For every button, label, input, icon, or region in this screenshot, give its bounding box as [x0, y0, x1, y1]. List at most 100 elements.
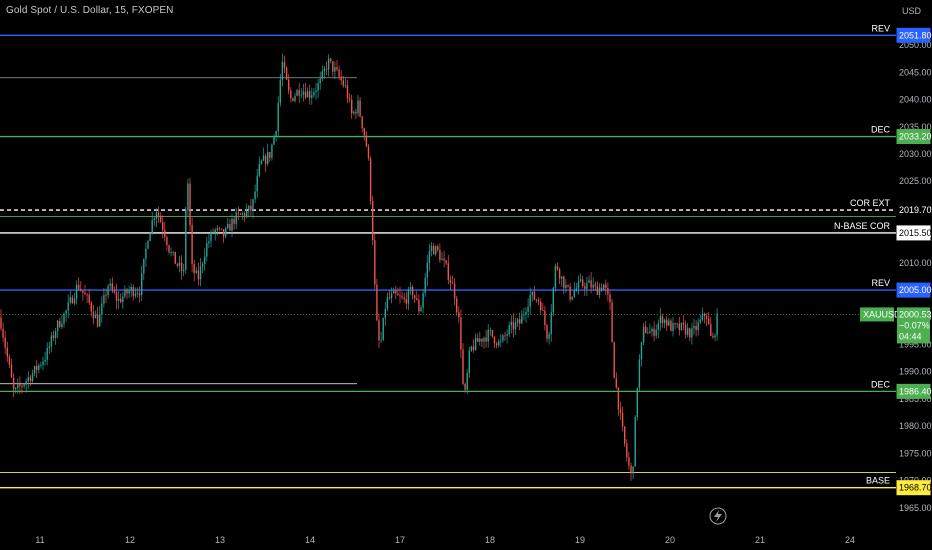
candle — [8, 354, 11, 368]
candle — [661, 313, 664, 328]
candle — [222, 229, 225, 243]
candle — [582, 275, 584, 289]
candle — [603, 283, 605, 291]
candle — [321, 65, 323, 82]
candle — [443, 250, 445, 268]
candle — [15, 386, 17, 394]
candle — [168, 244, 170, 255]
time-axis: 11 12 13 14 17 18 19 20 21 24 — [35, 535, 855, 545]
x-tick-label: 13 — [215, 535, 225, 545]
candle — [185, 206, 187, 275]
candle — [138, 286, 141, 303]
candle — [607, 282, 609, 301]
candle — [17, 378, 19, 394]
candle — [382, 317, 384, 341]
candle — [359, 97, 361, 118]
x-tick-label: 21 — [755, 535, 765, 545]
candle — [540, 298, 542, 314]
candle — [269, 151, 271, 162]
level-label-4: REV — [871, 278, 890, 288]
candle — [143, 258, 145, 281]
candle — [634, 415, 636, 467]
candle — [617, 387, 620, 416]
candle — [241, 211, 244, 220]
candle — [355, 108, 357, 119]
candle — [657, 319, 659, 339]
level-label-5: DEC — [871, 379, 891, 389]
x-tick-label: 12 — [125, 535, 135, 545]
candle — [441, 252, 443, 261]
candle — [512, 313, 515, 338]
candle — [424, 273, 426, 297]
candle — [65, 309, 67, 322]
replay-icon[interactable] — [709, 507, 727, 525]
candle — [630, 462, 632, 481]
candle — [103, 288, 105, 308]
candle — [50, 331, 53, 353]
candle — [122, 291, 124, 309]
candle — [449, 275, 452, 291]
candle — [447, 254, 449, 285]
candle — [367, 144, 370, 161]
y-tick-label: 2030.00 — [899, 149, 932, 159]
candle — [109, 278, 111, 290]
candle — [338, 65, 340, 80]
candle — [659, 307, 662, 331]
candle — [147, 240, 149, 250]
candle — [418, 294, 420, 315]
candle — [225, 226, 227, 239]
candle — [233, 215, 235, 230]
candle — [510, 315, 512, 334]
candle — [218, 227, 221, 232]
candle — [206, 237, 208, 262]
candle — [84, 284, 86, 295]
svg-text:04:44: 04:44 — [899, 331, 922, 341]
candle — [319, 71, 321, 90]
y-tick-label: 1995.00 — [899, 340, 932, 350]
candle — [714, 333, 716, 342]
candle — [330, 58, 332, 64]
price-badge-4: 2005.00 — [896, 282, 932, 298]
candle — [432, 243, 435, 255]
candle — [78, 277, 80, 291]
candle — [80, 281, 82, 292]
candle — [191, 217, 193, 273]
candle — [588, 275, 590, 283]
candle — [710, 317, 712, 336]
candle — [111, 277, 113, 294]
svg-text:2019.70: 2019.70 — [899, 205, 932, 215]
candle — [302, 83, 305, 102]
candle — [365, 131, 368, 148]
candle — [403, 292, 405, 303]
candle — [506, 329, 508, 344]
candle — [361, 115, 363, 133]
candle — [458, 306, 460, 323]
candle — [21, 383, 23, 394]
candle — [405, 291, 407, 310]
candle — [279, 73, 281, 107]
candle — [306, 87, 309, 98]
candle — [466, 369, 468, 394]
candle — [460, 309, 462, 359]
candle — [231, 213, 233, 238]
candle — [468, 346, 470, 378]
candle — [124, 285, 126, 299]
candle — [69, 290, 71, 305]
x-tick-label: 20 — [665, 535, 675, 545]
candle — [363, 127, 365, 141]
candle — [323, 65, 326, 79]
candle — [130, 283, 132, 298]
candle — [523, 307, 525, 321]
x-tick-label: 24 — [845, 535, 855, 545]
candle — [521, 310, 523, 324]
candle — [38, 363, 40, 374]
candle — [113, 286, 116, 295]
candle — [248, 205, 250, 217]
candle — [428, 243, 431, 272]
candle — [470, 345, 473, 352]
candle — [483, 336, 485, 349]
candle — [204, 248, 206, 271]
candle — [239, 212, 242, 216]
candle — [73, 293, 76, 306]
